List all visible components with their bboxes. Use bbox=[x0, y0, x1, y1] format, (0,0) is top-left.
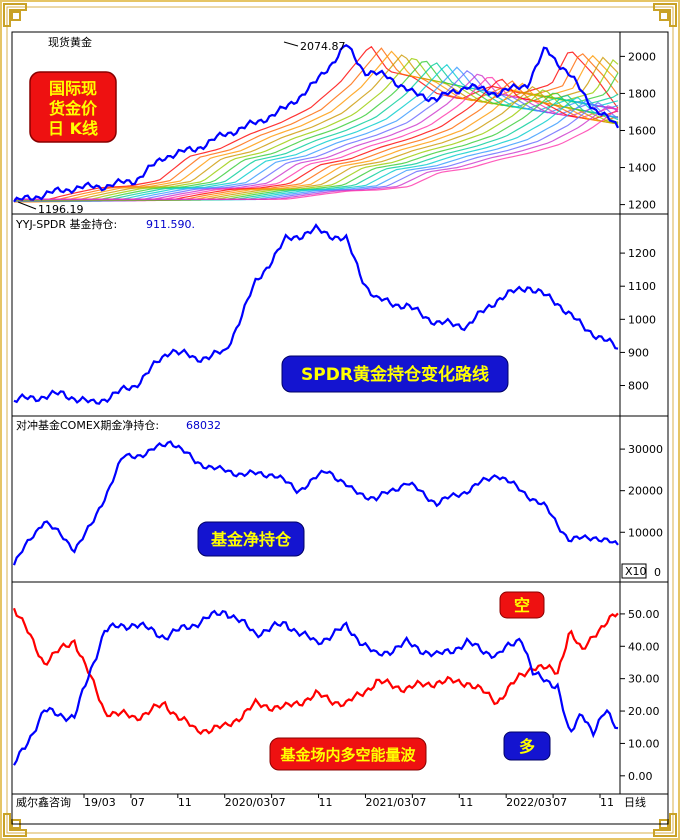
x-tick-label: 07 bbox=[412, 796, 426, 809]
spdr-badge-label: SPDR黄金持仓变化路线 bbox=[301, 364, 489, 385]
y-tick-label: 0.00 bbox=[628, 770, 653, 783]
y-tick-label: 1200 bbox=[628, 199, 656, 212]
y-tick-label: 30000 bbox=[628, 443, 663, 456]
x-tick-label: 07 bbox=[272, 796, 286, 809]
energy-badge bbox=[269, 737, 427, 771]
gold-badge-line2: 货金价 bbox=[49, 99, 98, 118]
gold-panel-title: 现货黄金 bbox=[48, 35, 92, 49]
energy-badge-label: 基金场内多空能量波 bbox=[279, 746, 416, 764]
y-tick-label: 1100 bbox=[628, 280, 656, 293]
corner-ornament-icon bbox=[3, 3, 27, 27]
x-tick-label: 11 bbox=[600, 796, 614, 809]
x-tick-label: 2020/03 bbox=[225, 796, 271, 809]
y-tick-label: 1000 bbox=[628, 313, 656, 326]
corner-ornament-icon bbox=[653, 3, 677, 27]
x-tick-label: 11 bbox=[178, 796, 192, 809]
x-tick-label: 07 bbox=[553, 796, 567, 809]
low-price-annotation: 1196.19 bbox=[38, 203, 84, 216]
ribbon-line bbox=[14, 108, 619, 200]
scale-box bbox=[621, 563, 647, 579]
gold-badge-line3: 日 K线 bbox=[48, 119, 98, 138]
x-tick-label: 19/03 bbox=[84, 796, 116, 809]
comex-panel-title: 对冲基金COMEX期金净持仓: bbox=[16, 418, 159, 432]
spdr-badge bbox=[281, 355, 509, 393]
y-tick-label: 1800 bbox=[628, 87, 656, 100]
y-tick-label: 1400 bbox=[628, 162, 656, 175]
x-tick-label: 07 bbox=[131, 796, 145, 809]
spdr-holdings-panel: YYJ-SPDR 基金持仓: 911.590. 800 900 1000 1100 12… bbox=[13, 217, 656, 405]
long-short-energy-panel: 0.00 10.00 20.00 30.00 40.00 50.00 空 多 基金场内多空… bbox=[12, 591, 660, 783]
y-tick-label: 50.00 bbox=[628, 608, 660, 621]
spdr-panel-title: YYJ-SPDR 基金持仓: bbox=[15, 217, 117, 231]
ribbon-line bbox=[14, 50, 619, 203]
series-line-3-1 bbox=[12, 440, 619, 566]
series-line-2-1 bbox=[13, 223, 619, 405]
high-price-pointer bbox=[283, 41, 299, 47]
ribbon-line bbox=[14, 47, 619, 203]
x-tick-label: 2022/03 bbox=[506, 796, 552, 809]
comex-badge bbox=[197, 521, 305, 557]
short-badge-label: 空 bbox=[514, 596, 530, 615]
comex-net-position-panel: 对冲基金COMEX期金净持仓: 68032 10000 20000 30000 X1… bbox=[12, 418, 663, 579]
y-tick-label: 30.00 bbox=[628, 673, 660, 686]
period-label: 日线 bbox=[624, 795, 646, 809]
x-axis: 19/03 07 11 2020/03 07 11 2021/03 07 11 2022/03 07… bbox=[83, 794, 614, 809]
low-price-pointer bbox=[17, 201, 37, 210]
x-tick-label: 2021/03 bbox=[365, 796, 411, 809]
moving-average-ribbons bbox=[14, 45, 619, 203]
spdr-current-value: 911.590. bbox=[146, 218, 195, 231]
comex-current-value: 68032 bbox=[186, 419, 221, 432]
comex-badge-label: 基金净持仓 bbox=[210, 530, 292, 549]
y-tick-label: 10.00 bbox=[628, 737, 660, 750]
source-label: 威尔鑫咨询 bbox=[16, 795, 71, 809]
ribbon-line bbox=[14, 45, 619, 203]
series-line-4-1 bbox=[12, 607, 619, 736]
y-tick-label: 1200 bbox=[628, 247, 656, 260]
y-tick-label: 900 bbox=[628, 346, 649, 359]
series-line-1-1 bbox=[13, 44, 619, 203]
x-tick-label: 11 bbox=[319, 796, 333, 809]
gold-price-panel: 现货黄金 1200 1400 1600 1800 2000 2074.87 1196.1… bbox=[13, 35, 656, 216]
y-tick-label: 10000 bbox=[628, 526, 663, 539]
ribbon-line bbox=[14, 54, 619, 203]
y-tick-label: 40.00 bbox=[628, 640, 660, 653]
y-tick-label: 20.00 bbox=[628, 705, 660, 718]
y-tick-label: 20000 bbox=[628, 485, 663, 498]
long-badge bbox=[503, 731, 551, 761]
scale-label: X10 bbox=[625, 565, 647, 578]
y-tick-label: 1600 bbox=[628, 124, 656, 137]
gold-badge-line1: 国际现 bbox=[49, 79, 97, 98]
zero-label: 0 bbox=[654, 566, 661, 579]
y-tick-label: 2000 bbox=[628, 50, 656, 63]
x-tick-label: 11 bbox=[459, 796, 473, 809]
series-line-4-2 bbox=[13, 609, 619, 766]
short-badge bbox=[499, 591, 545, 619]
long-badge-label: 多 bbox=[519, 737, 535, 756]
y-tick-label: 800 bbox=[628, 380, 649, 393]
gold-badge: 国际现 货金价 日 K线 bbox=[29, 71, 117, 143]
high-price-annotation: 2074.87 bbox=[300, 40, 346, 53]
